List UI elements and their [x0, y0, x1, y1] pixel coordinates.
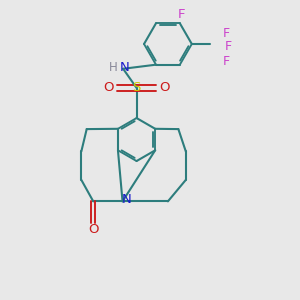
Text: N: N	[122, 194, 132, 206]
Text: O: O	[159, 81, 169, 94]
Text: F: F	[223, 27, 230, 40]
Text: S: S	[132, 81, 141, 94]
Text: F: F	[223, 55, 230, 68]
Text: F: F	[178, 8, 185, 21]
Text: F: F	[225, 40, 232, 52]
Text: H: H	[109, 61, 118, 74]
Text: O: O	[88, 223, 98, 236]
Text: O: O	[103, 81, 114, 94]
Text: N: N	[120, 61, 130, 74]
